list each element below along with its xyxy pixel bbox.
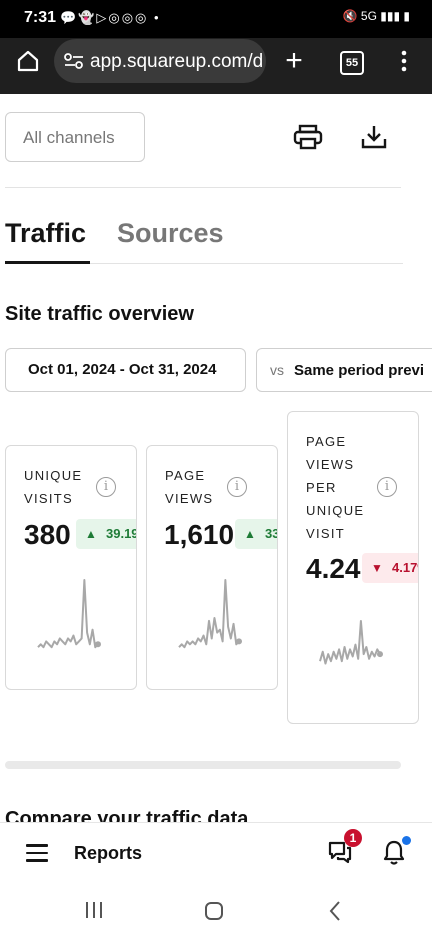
up-arrow-icon: ▲ xyxy=(85,527,97,541)
sparkline-path xyxy=(319,620,381,665)
sparkline-end-point xyxy=(236,638,242,645)
metric-label: UNIQUE VISITS xyxy=(24,468,83,506)
url-text: app.squareup.com/d xyxy=(90,51,264,72)
recent-apps-icon[interactable] xyxy=(84,901,104,924)
up-arrow-icon: ▲ xyxy=(244,527,256,541)
metric-value: 380 xyxy=(24,519,71,550)
comparison-period-select[interactable]: vs Same period previ xyxy=(256,348,432,392)
metric-value: 1,610 xyxy=(164,519,235,550)
info-icon[interactable]: i xyxy=(96,477,116,497)
metric-card-page-views: PAGE VIEWS i 1,610 ▲33.3 xyxy=(146,445,278,690)
download-icon[interactable] xyxy=(361,124,387,155)
change-badge: ▼4.17% xyxy=(362,553,418,583)
status-bar: 7:31 💬👻▷◎◎◎ • 🔇 5G ▮▮▮ ▮ xyxy=(0,0,432,38)
sparkline-path xyxy=(178,579,240,649)
sparkline-end-point xyxy=(377,651,383,658)
metric-label: PAGE VIEWS PER UNIQUE VISIT xyxy=(306,434,365,541)
notification-icons: 💬👻▷◎◎◎ • xyxy=(60,10,161,25)
notification-count-badge: 1 xyxy=(344,829,362,847)
home-nav-icon[interactable] xyxy=(204,901,224,926)
tab-sources[interactable]: Sources xyxy=(117,218,224,248)
horizontal-scrollbar[interactable] xyxy=(5,761,401,769)
sparkline xyxy=(178,579,242,649)
down-arrow-icon: ▼ xyxy=(371,561,383,575)
system-nav-bar xyxy=(0,882,432,936)
metric-value: 4.24 xyxy=(306,553,361,584)
print-icon[interactable] xyxy=(293,124,323,155)
sparkline-end-point xyxy=(95,641,101,648)
info-icon[interactable]: i xyxy=(227,477,247,497)
divider xyxy=(5,187,401,188)
address-bar[interactable]: app.squareup.com/d xyxy=(54,39,266,83)
sparkline xyxy=(319,620,383,665)
active-tab-indicator xyxy=(5,261,90,264)
change-badge: ▲39.19% xyxy=(76,519,136,549)
vs-label: vs xyxy=(270,362,284,378)
sparkline xyxy=(37,579,101,649)
back-icon[interactable] xyxy=(328,900,342,927)
app-bottom-bar: Reports 1 xyxy=(0,822,432,883)
channel-select[interactable]: All channels xyxy=(5,112,145,162)
current-section-label: Reports xyxy=(74,843,143,863)
tab-switcher-button[interactable]: 55 xyxy=(340,51,364,75)
comparison-period-value: Same period previ xyxy=(294,362,425,379)
home-icon[interactable] xyxy=(6,39,50,83)
info-icon[interactable]: i xyxy=(377,477,397,497)
change-badge: ▲33.3 xyxy=(235,519,277,549)
metric-card-unique-visits: UNIQUE VISITS i 380 ▲39.19% xyxy=(5,445,137,690)
section-title: Site traffic overview xyxy=(5,303,194,325)
sparkline-path xyxy=(37,579,99,649)
menu-icon[interactable] xyxy=(26,844,48,862)
more-options-icon[interactable] xyxy=(382,39,426,83)
bell-icon[interactable] xyxy=(383,840,405,871)
metric-label: PAGE VIEWS xyxy=(165,468,214,506)
new-tab-icon[interactable]: + xyxy=(285,44,303,77)
tab-traffic[interactable]: Traffic xyxy=(5,218,87,248)
unread-dot xyxy=(402,836,411,845)
metric-card-page-views-per-unique-visit: PAGE VIEWS PER UNIQUE VISIT i 4.24 ▼ 4.17… xyxy=(287,411,419,724)
system-status-icons: 🔇 5G ▮▮▮ ▮ xyxy=(342,9,410,23)
tabs-divider xyxy=(5,263,403,264)
status-time: 7:31 xyxy=(24,9,57,26)
messages-icon[interactable] xyxy=(327,840,353,869)
site-settings-icon[interactable] xyxy=(64,52,84,75)
date-range-picker[interactable]: Oct 01, 2024 - Oct 31, 2024 xyxy=(5,348,246,392)
